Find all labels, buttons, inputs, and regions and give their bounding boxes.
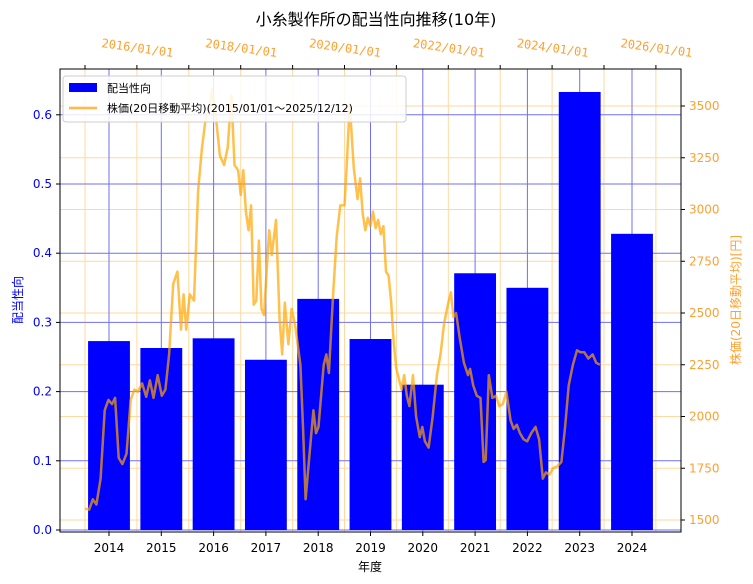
top-date-tick-label: 2018/01/01 [205, 36, 278, 60]
price-line [84, 88, 601, 511]
y2-tick-label: 1500 [689, 513, 720, 527]
top-date-tick-label: 2022/01/01 [412, 36, 485, 60]
y-tick-label: 0.5 [33, 177, 52, 191]
y-axis-label: 配当性向 [10, 276, 25, 324]
legend-line-label: 株価(20日移動平均)(2015/01/01～2025/12/12) [107, 101, 353, 115]
x-tick-label: 2023 [564, 541, 595, 555]
top-date-tick-label: 2026/01/01 [620, 36, 693, 60]
legend: 配当性向 株価(20日移動平均)(2015/01/01～2025/12/12) [62, 75, 407, 123]
left-axis: 0.0 0.1 0.2 0.3 0.4 0.5 0.6 [33, 108, 60, 537]
y-tick-label: 0.6 [33, 108, 52, 122]
bar-2024 [611, 233, 653, 530]
top-date-tick-label: 2024/01/01 [516, 36, 589, 60]
bar-2015 [140, 348, 183, 530]
y-tick-label: 0.1 [33, 454, 52, 468]
bar-series [88, 91, 653, 531]
x-tick-label: 2019 [355, 541, 386, 555]
y-tick-label: 0.3 [33, 315, 52, 329]
legend-bar-label: 配当性向 [107, 81, 151, 95]
y2-tick-label: 1750 [689, 461, 720, 475]
y2-tick-label: 2000 [689, 410, 720, 424]
bar-2017 [244, 359, 287, 530]
top-date-tick-label: 2020/01/01 [308, 36, 381, 60]
chart-title: 小糸製作所の配当性向推移(10年) [256, 10, 497, 29]
bar-2020 [401, 384, 444, 530]
bar-2014 [88, 341, 130, 530]
bar-2023 [558, 91, 601, 531]
y-tick-label: 0.2 [33, 385, 52, 399]
legend-bar-swatch [69, 83, 97, 92]
y2-tick-label: 3250 [689, 151, 720, 165]
y2-tick-label: 2750 [689, 254, 720, 268]
y2-axis-label: 株価(20日移動平均)[円] [728, 235, 743, 365]
bar-2021 [454, 273, 497, 530]
x-tick-label: 2014 [94, 541, 125, 555]
bar-2019 [349, 339, 392, 530]
y2-tick-label: 3500 [689, 99, 720, 113]
x-tick-label: 2021 [460, 541, 491, 555]
bottom-axis: 2014 2015 2016 2017 2018 2019 2020 2021 2022 2023… [94, 532, 648, 555]
legend-box [62, 75, 407, 123]
top-date-axis: 2016/01/01 2018/01/01 2020/01/01 2022/01/01… [84, 36, 693, 69]
x-tick-label: 2022 [512, 541, 543, 555]
right-axis: 1500 1750 2000 2250 2500 2750 3000 3250 3500 [681, 99, 720, 527]
bar-2022 [506, 287, 549, 530]
x-axis-label: 年度 [358, 559, 382, 574]
bar-2016 [192, 338, 235, 530]
y2-tick-label: 3000 [689, 203, 720, 217]
y2-tick-label: 2500 [689, 306, 720, 320]
x-tick-label: 2015 [146, 541, 177, 555]
x-tick-label: 2024 [617, 541, 648, 555]
y-tick-label: 0.4 [33, 246, 52, 260]
line-series [84, 88, 601, 511]
y2-tick-label: 2250 [689, 358, 720, 372]
x-tick-label: 2017 [251, 541, 282, 555]
y-tick-label: 0.0 [33, 523, 52, 537]
x-tick-label: 2016 [198, 541, 229, 555]
top-date-tick-label: 2016/01/01 [101, 36, 174, 60]
x-tick-label: 2020 [408, 541, 439, 555]
x-tick-label: 2018 [303, 541, 334, 555]
